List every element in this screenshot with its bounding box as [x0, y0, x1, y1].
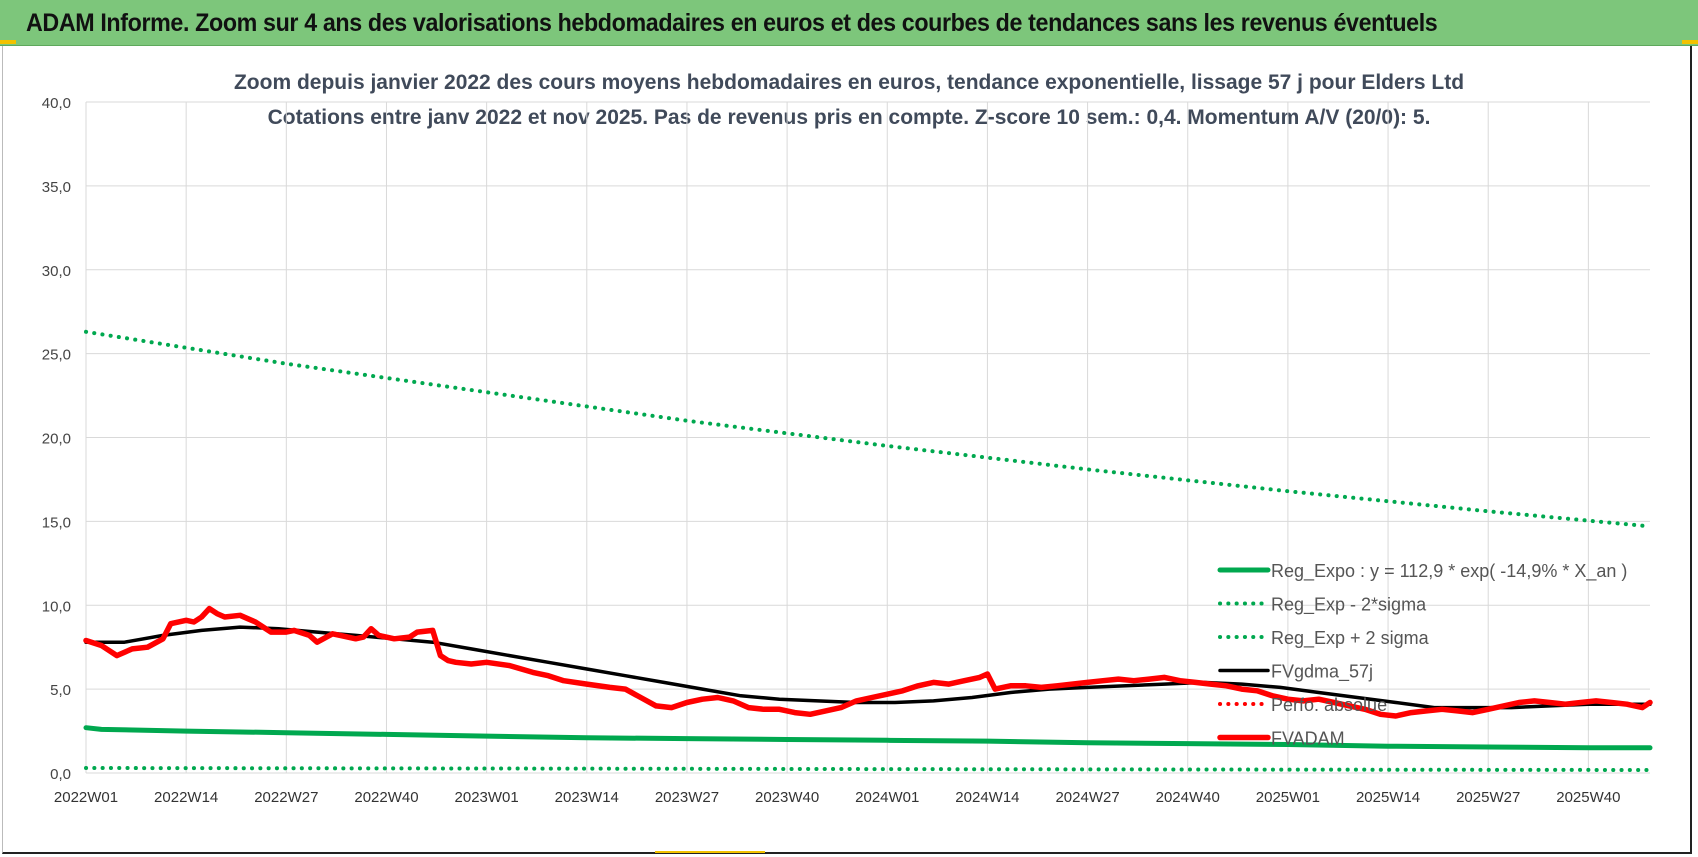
series-line-1 — [84, 766, 1652, 772]
chart-title-line1: Zoom depuis janvier 2022 des cours moyen… — [234, 71, 1464, 94]
x-tick-label: 2025W27 — [1456, 789, 1520, 806]
corner-mark-bottom — [655, 851, 765, 853]
x-tick-label: 2023W14 — [555, 789, 619, 806]
x-tick-label: 2024W40 — [1156, 789, 1220, 806]
y-tick-label: 10,0 — [42, 598, 71, 615]
x-tick-label: 2022W14 — [154, 789, 218, 806]
y-tick-label: 20,0 — [42, 431, 71, 448]
x-tick-label: 2024W14 — [955, 789, 1019, 806]
legend-label: FVgdma_57j — [1271, 662, 1373, 683]
grid: 0,0 5,0 10,0 15,0 20,0 25,0 30,0 35,0 40,0 2022W0… — [42, 95, 1650, 806]
chart-title-line2: Cotations entre janv 2022 et nov 2025. P… — [268, 106, 1431, 129]
corner-mark-left — [0, 40, 16, 44]
series-line-2 — [84, 329, 1652, 529]
x-tick-label: 2022W27 — [254, 789, 318, 806]
chart-frame — [2, 46, 1692, 854]
series-line-0 — [83, 725, 1653, 751]
x-tick-label: 2025W14 — [1356, 789, 1420, 806]
y-tick-label: 35,0 — [42, 179, 71, 196]
legend-label: Reg_Exp + 2 sigma — [1271, 628, 1430, 649]
plot-area — [83, 329, 1653, 772]
y-tick-label: 15,0 — [42, 514, 71, 531]
header-banner: ADAM Informe. Zoom sur 4 ans des valoris… — [0, 0, 1698, 46]
banner-title: ADAM Informe. Zoom sur 4 ans des valoris… — [26, 9, 1438, 37]
x-tick-label: 2024W27 — [1055, 789, 1119, 806]
y-tick-label: 30,0 — [42, 263, 71, 280]
legend-label: Reg_Exp - 2*sigma — [1271, 595, 1427, 616]
legend-label: Perfo. absolue — [1271, 695, 1387, 715]
y-tick-label: 25,0 — [42, 347, 71, 364]
x-tick-label: 2022W40 — [354, 789, 418, 806]
series-line-5 — [83, 605, 1653, 719]
x-tick-label: 2023W40 — [755, 789, 819, 806]
x-tick-label: 2024W01 — [855, 789, 919, 806]
x-tick-label: 2022W01 — [54, 789, 118, 806]
y-tick-label: 40,0 — [42, 95, 71, 112]
legend-label: Reg_Expo : y = 112,9 * exp( -14,9% * X_a… — [1271, 561, 1627, 582]
y-tick-label: 5,0 — [50, 682, 71, 699]
legend-label: FVADAM — [1271, 729, 1345, 749]
x-tick-label: 2023W27 — [655, 789, 719, 806]
x-tick-label: 2023W01 — [455, 789, 519, 806]
legend: Reg_Expo : y = 112,9 * exp( -14,9% * X_a… — [1217, 561, 1627, 749]
y-tick-label: 0,0 — [50, 766, 71, 783]
corner-mark-right — [1682, 40, 1698, 44]
x-tick-label: 2025W40 — [1556, 789, 1620, 806]
x-tick-label: 2025W01 — [1256, 789, 1320, 806]
